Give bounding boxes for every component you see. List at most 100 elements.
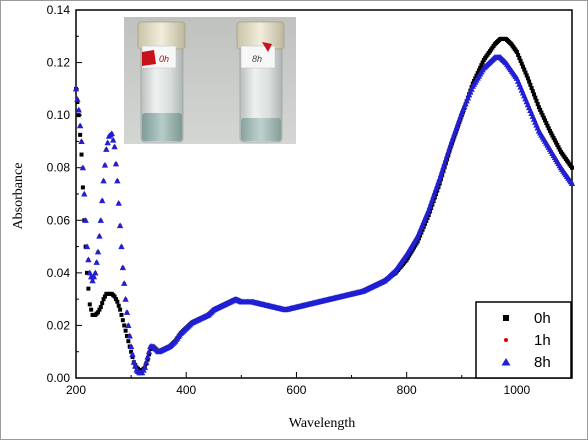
- data-point: [123, 328, 128, 333]
- data-point: [453, 123, 461, 130]
- data-point: [410, 247, 415, 252]
- data-point: [96, 232, 103, 239]
- vial-0h: 0h: [137, 21, 186, 143]
- y-tick-label: 0.14: [47, 3, 71, 17]
- data-point: [145, 357, 150, 362]
- data-point: [132, 362, 139, 369]
- data-point: [409, 249, 414, 254]
- data-point: [129, 349, 134, 354]
- legend-label: 1h: [534, 332, 551, 349]
- data-point: [432, 185, 440, 192]
- data-point: [83, 243, 91, 250]
- data-point: [550, 133, 555, 138]
- data-point: [443, 152, 451, 159]
- data-point: [101, 161, 109, 168]
- data-point: [414, 232, 421, 239]
- legend-label: 0h: [534, 310, 551, 327]
- data-point: [141, 364, 149, 371]
- data-point: [119, 264, 127, 271]
- data-point: [108, 130, 116, 137]
- data-point: [533, 95, 538, 100]
- legend-marker: [503, 315, 509, 321]
- legend: 0h 1h 8h: [475, 301, 572, 379]
- data-point: [89, 277, 96, 284]
- data-point: [517, 55, 522, 60]
- data-point: [518, 58, 523, 63]
- data-point: [447, 140, 454, 147]
- data-point: [530, 89, 535, 94]
- data-point: [521, 64, 526, 69]
- data-point: [94, 248, 102, 255]
- data-point: [76, 122, 84, 129]
- data-point: [122, 295, 129, 302]
- data-point: [81, 190, 88, 197]
- legend-marker: [504, 338, 508, 342]
- data-point: [101, 297, 106, 302]
- data-point: [456, 116, 463, 123]
- data-point: [448, 137, 456, 144]
- data-point: [419, 221, 426, 227]
- data-point: [103, 146, 110, 152]
- data-point: [536, 105, 541, 110]
- data-point: [87, 302, 92, 307]
- data-point: [555, 142, 560, 147]
- data-point: [425, 206, 432, 213]
- data-point: [430, 192, 437, 199]
- data-point: [464, 94, 472, 101]
- legend-box: [475, 301, 572, 379]
- data-point: [418, 224, 425, 230]
- data-point: [463, 97, 470, 104]
- data-point: [446, 144, 453, 151]
- x-tick-label: 400: [176, 383, 196, 397]
- data-point: [130, 359, 138, 365]
- data-point: [85, 270, 90, 275]
- data-point: [112, 160, 120, 167]
- data-point: [570, 165, 574, 170]
- data-point: [111, 143, 118, 150]
- data-point: [98, 197, 106, 204]
- data-point: [544, 121, 549, 126]
- data-point: [98, 305, 103, 310]
- y-axis-label: Absorbance: [11, 163, 26, 230]
- data-point: [475, 71, 480, 76]
- data-point: [92, 269, 99, 276]
- data-point: [552, 138, 557, 143]
- data-point: [527, 79, 532, 84]
- data-point: [465, 91, 473, 98]
- data-point: [126, 332, 133, 339]
- x-tick-label: 800: [397, 383, 417, 397]
- y-tick-label: 0.10: [47, 108, 71, 122]
- data-point: [82, 217, 89, 223]
- data-point: [549, 131, 554, 136]
- data-point: [96, 310, 101, 315]
- data-point: [121, 280, 128, 286]
- data-point: [541, 115, 546, 120]
- data-point: [442, 156, 450, 162]
- data-point: [104, 139, 111, 146]
- data-point: [112, 294, 117, 299]
- data-point: [554, 140, 559, 145]
- data-point: [423, 212, 430, 219]
- data-point: [115, 299, 120, 304]
- y-tick-label: 0.06: [47, 213, 71, 227]
- data-point: [413, 243, 418, 248]
- data-point: [143, 359, 150, 365]
- data-point: [414, 241, 419, 246]
- data-point: [100, 177, 107, 184]
- data-point: [522, 67, 527, 72]
- data-point: [72, 85, 80, 92]
- data-point: [452, 126, 459, 133]
- data-point: [145, 348, 153, 355]
- inset-photo: 0h 8h: [124, 17, 296, 144]
- data-point: [424, 209, 431, 216]
- y-tick-label: 0.12: [47, 56, 71, 70]
- data-point: [116, 222, 124, 229]
- data-point: [118, 243, 125, 250]
- data-point: [450, 133, 457, 140]
- data-point: [532, 92, 537, 97]
- data-point: [125, 322, 132, 328]
- data-point: [519, 61, 524, 66]
- data-point: [474, 73, 479, 78]
- legend-marker: [501, 358, 511, 366]
- data-point: [535, 102, 540, 107]
